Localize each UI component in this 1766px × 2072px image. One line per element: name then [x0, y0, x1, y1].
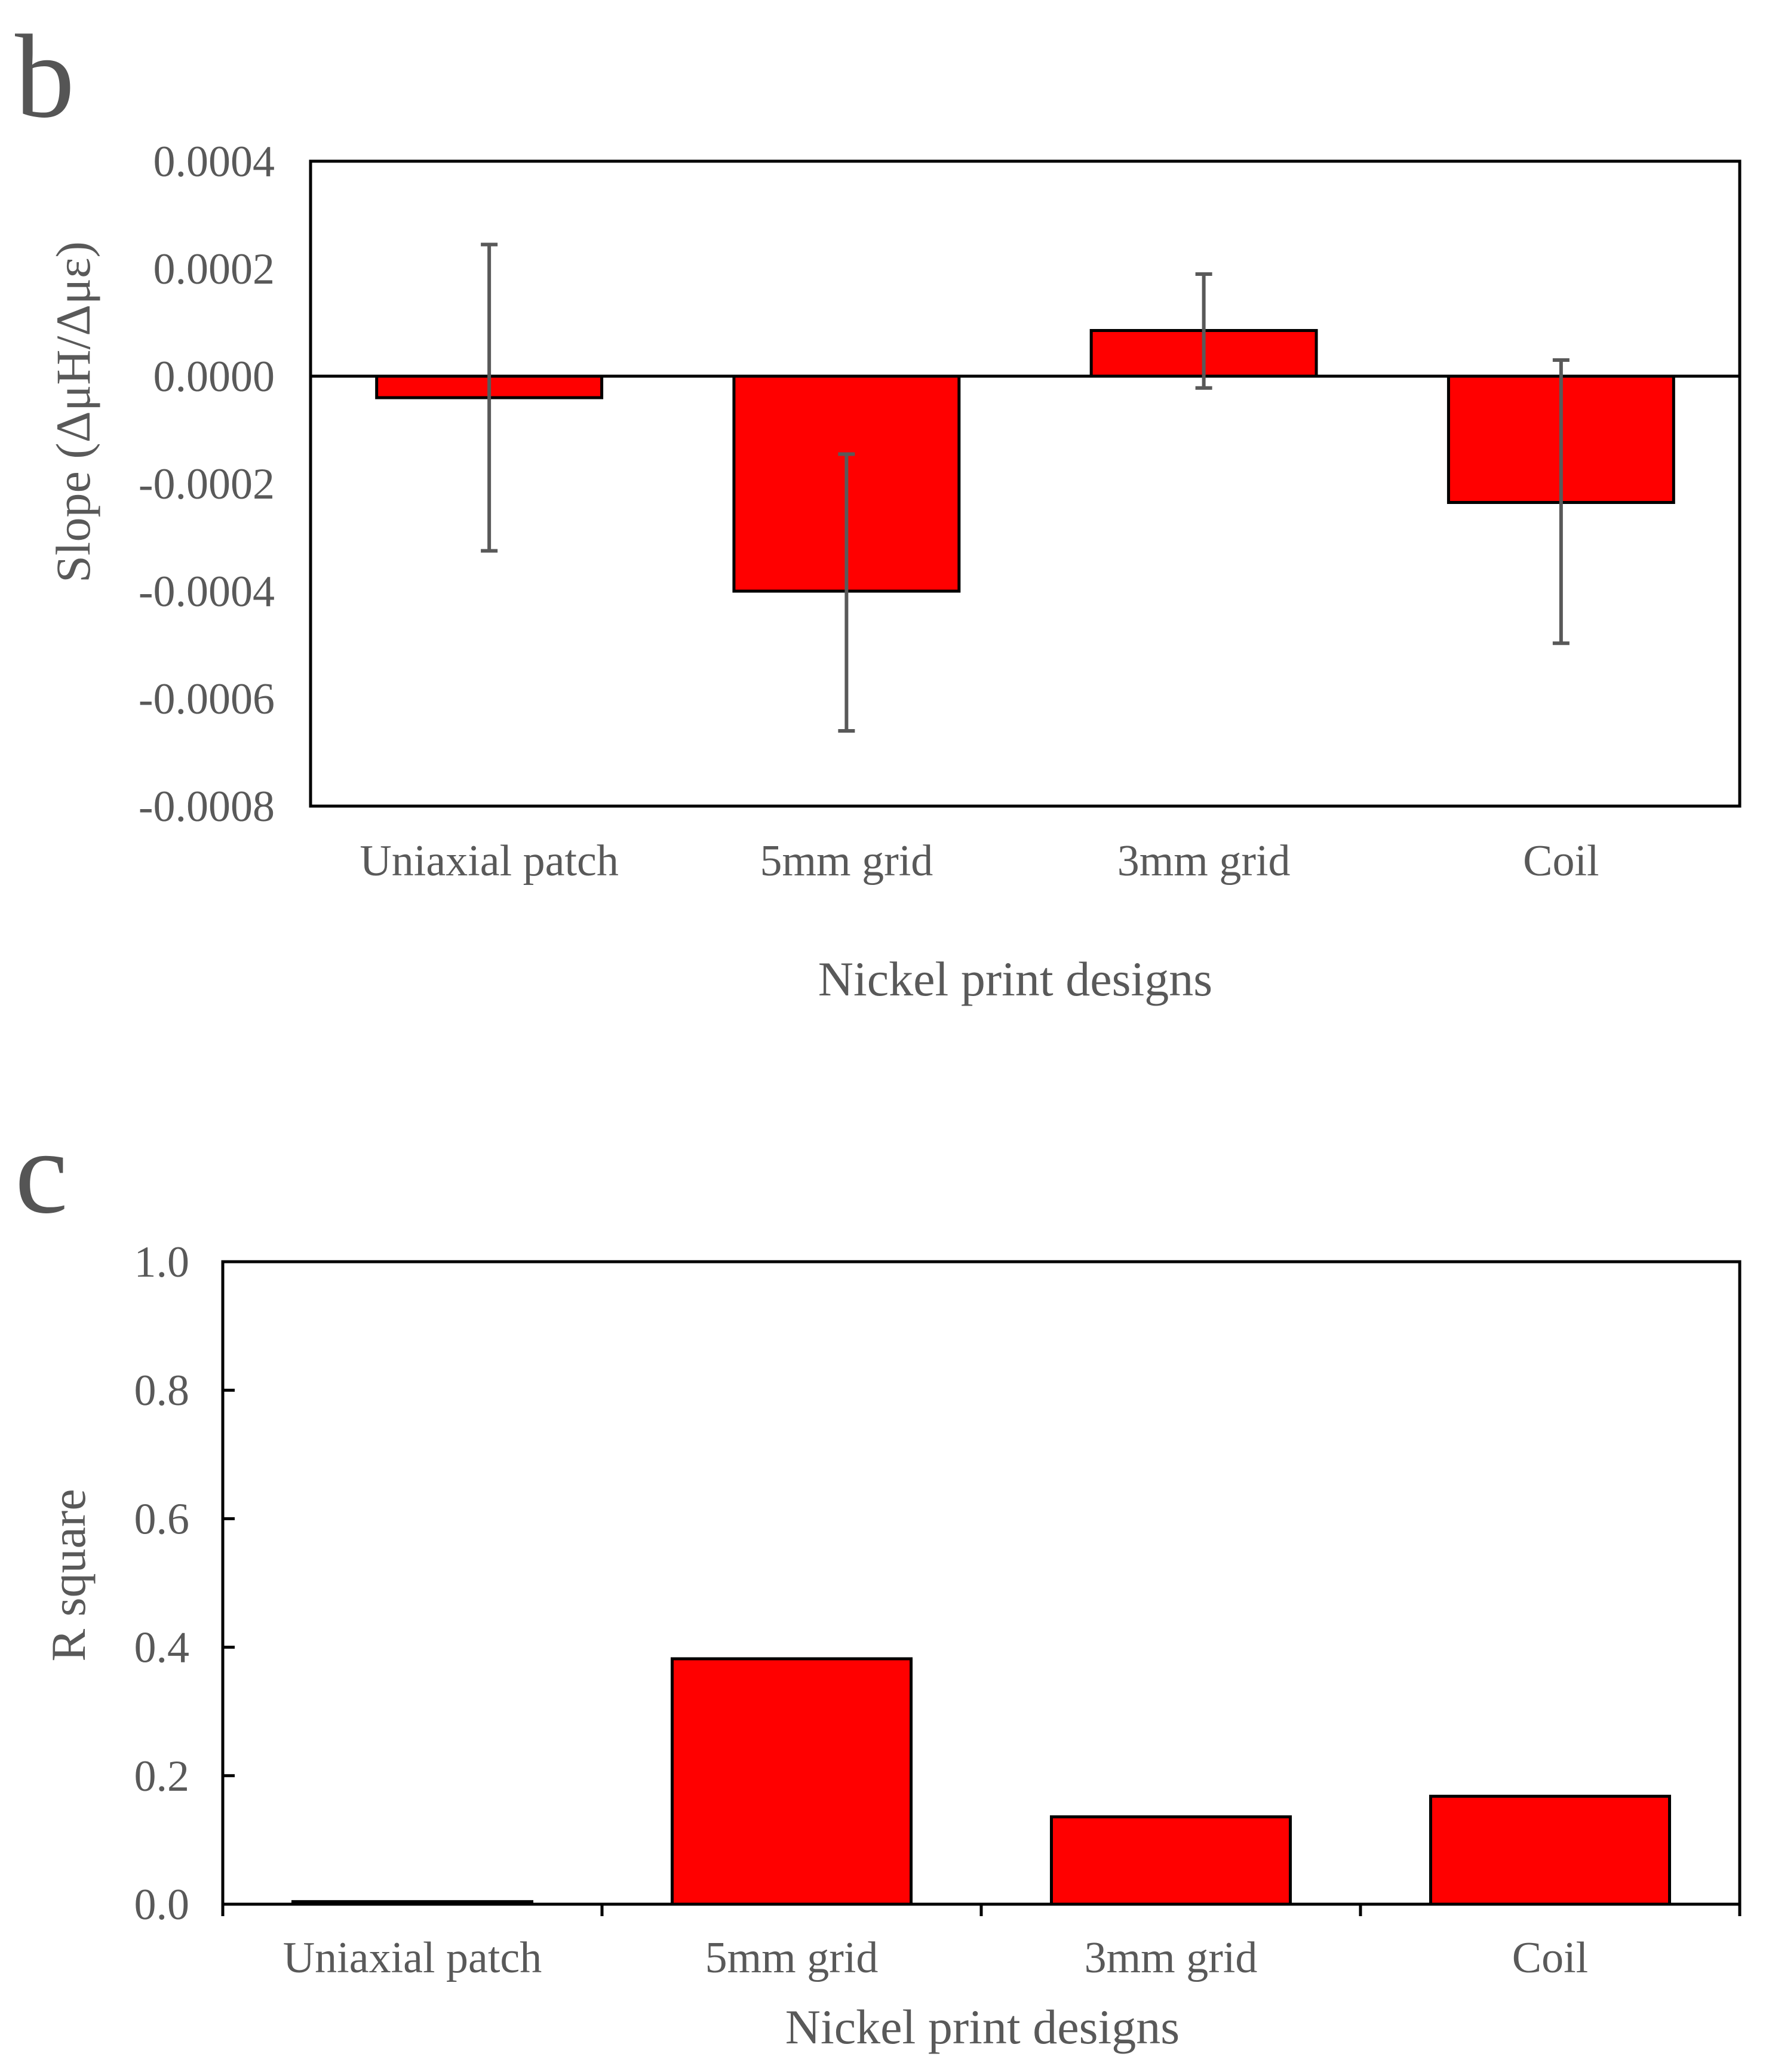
y-tick-label-b: -0.0004 [139, 567, 275, 616]
error-bar-b-coil [1552, 358, 1570, 645]
y-tick-label-b: 0.0002 [153, 245, 275, 294]
x-tick-label-b: Uniaxial patch [360, 837, 619, 886]
y-tick-marks-c [223, 1260, 235, 1906]
y-tick-label-c: 0.8 [134, 1366, 190, 1415]
x-tick-label-b: 5mm grid [760, 837, 933, 886]
bars-c [291, 1657, 1672, 1906]
x-tick-label-c: 5mm grid [705, 1933, 879, 1982]
bar-c-uniaxial-patch [291, 1900, 534, 1906]
error-bars-b [481, 242, 1570, 733]
y-axis-title-c: R square [41, 1489, 96, 1661]
bars-b [375, 329, 1675, 593]
x-tick-label-b: Coil [1523, 837, 1599, 886]
error-bar-b-3mm-grid [1195, 272, 1212, 390]
y-tick-label-c: 0.0 [134, 1880, 190, 1929]
x-tick-label-b: 3mm grid [1117, 837, 1291, 886]
bar-c-coil [1429, 1794, 1672, 1906]
plot-area-b [309, 159, 1742, 808]
y-tick-label-b: 0.0004 [153, 137, 275, 186]
y-tick-label-c: 0.4 [134, 1624, 190, 1673]
panel-label-c: c [15, 1106, 68, 1238]
y-tick-label-b: 0.0000 [153, 352, 275, 401]
panel-c-rsquare-chart: c 1.0 0.8 0.6 0.4 0.2 0.0 Uniaxial patch 5mm g… [15, 1106, 1742, 2054]
y-tick-label-c: 1.0 [134, 1238, 190, 1287]
x-tick-label-c: 3mm grid [1085, 1933, 1258, 1982]
x-axis-title-b: Nickel print designs [818, 952, 1212, 1006]
x-axis-title-c: Nickel print designs [785, 2000, 1180, 2054]
x-tick-labels-c: Uniaxial patch 5mm grid 3mm grid Coil [283, 1933, 1589, 1982]
y-tick-label-b: -0.0006 [139, 675, 275, 724]
panel-b-slope-chart: b 0.0004 0.0002 0.0000 -0.0002 -0.0004 -0.000… [15, 11, 1742, 1006]
x-tick-marks-c [221, 1904, 1742, 1916]
y-tick-labels-b: 0.0004 0.0002 0.0000 -0.0002 -0.0004 -0.0006 -… [139, 137, 275, 831]
x-tick-labels-b: Uniaxial patch 5mm grid 3mm grid Coil [360, 837, 1599, 886]
y-tick-label-b: -0.0008 [139, 782, 275, 831]
y-tick-labels-c: 1.0 0.8 0.6 0.4 0.2 0.0 [134, 1238, 190, 1929]
error-bar-b-5mm-grid [838, 452, 855, 733]
error-bar-b-uniaxial-patch [481, 242, 498, 553]
bar-c-5mm-grid [670, 1657, 913, 1906]
bar-c-3mm-grid [1049, 1815, 1292, 1906]
y-tick-label-c: 0.2 [134, 1752, 190, 1801]
panel-label-b: b [15, 11, 75, 143]
x-tick-label-c: Uniaxial patch [283, 1933, 542, 1982]
y-tick-label-b: -0.0002 [139, 460, 275, 509]
x-tick-label-c: Coil [1512, 1933, 1588, 1982]
y-tick-label-c: 0.6 [134, 1495, 190, 1544]
y-axis-title-b: Slope (ΔμH/Δμε) [46, 241, 100, 583]
